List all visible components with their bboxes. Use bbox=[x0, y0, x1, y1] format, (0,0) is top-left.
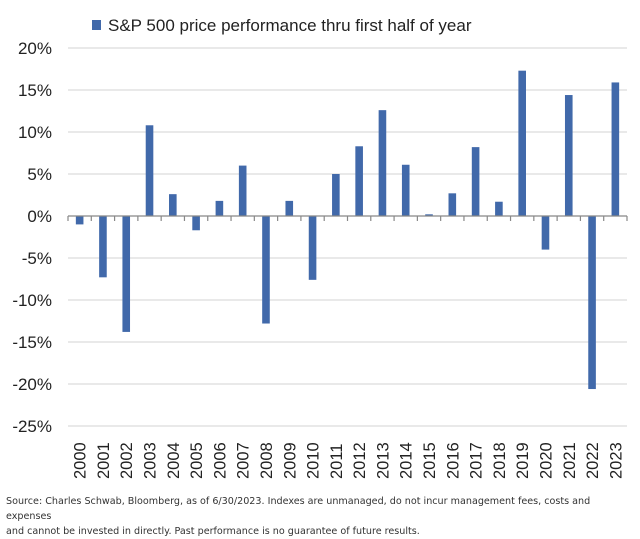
y-tick-label: 20% bbox=[18, 39, 52, 58]
source-note-line-1: Source: Charles Schwab, Bloomberg, as of… bbox=[6, 496, 591, 522]
x-tick-label: 2005 bbox=[188, 442, 206, 479]
legend-swatch bbox=[92, 20, 101, 30]
bar-2002 bbox=[122, 216, 131, 332]
y-tick-label: 5% bbox=[27, 165, 52, 184]
y-tick-label: -5% bbox=[22, 249, 52, 268]
x-tick-label: 2012 bbox=[351, 442, 369, 479]
x-tick-label: 2021 bbox=[561, 442, 579, 479]
bars bbox=[75, 70, 620, 390]
x-tick-label: 2019 bbox=[514, 442, 532, 479]
legend: S&P 500 price performance thru first hal… bbox=[92, 16, 472, 35]
x-axis bbox=[67, 215, 628, 221]
bar-2011 bbox=[332, 174, 340, 216]
x-tick-label: 2002 bbox=[118, 442, 136, 479]
x-tick-label: 2013 bbox=[374, 442, 392, 479]
x-tick-label: 2008 bbox=[258, 442, 276, 479]
x-tick-label: 2006 bbox=[211, 442, 229, 479]
x-tick-label: 2001 bbox=[95, 442, 113, 479]
bar-2010 bbox=[308, 216, 317, 280]
bar-2008 bbox=[262, 216, 270, 324]
x-tick-label: 2011 bbox=[328, 444, 346, 479]
y-tick-label: 15% bbox=[18, 81, 52, 100]
bar-2004 bbox=[169, 194, 177, 216]
x-tick-label: 2020 bbox=[537, 442, 555, 479]
x-tick-label: 2015 bbox=[421, 442, 439, 479]
x-axis-tick-labels: 2000 2001 2002 2003 2004 2005 2006 2007 2008 2009… bbox=[72, 442, 626, 479]
bar-2009 bbox=[285, 200, 294, 216]
bar-2014 bbox=[401, 164, 410, 216]
bar-chart: 20%15%10%5%0%-5%-10%-15%-20%-25% 2000 200… bbox=[12, 16, 628, 479]
x-tick-label: 2017 bbox=[468, 442, 486, 479]
bar-2007 bbox=[238, 165, 247, 216]
legend-label: S&P 500 price performance thru first hal… bbox=[108, 16, 472, 35]
y-tick-label: -15% bbox=[12, 333, 52, 352]
x-tick-label: 2004 bbox=[165, 442, 183, 479]
bar-2021 bbox=[564, 95, 573, 216]
y-tick-label: 0% bbox=[27, 207, 52, 226]
x-tick-label: 2016 bbox=[444, 442, 462, 479]
source-note: Source: Charles Schwab, Bloomberg, as of… bbox=[6, 494, 638, 539]
bar-2018 bbox=[495, 201, 503, 216]
bar-2019 bbox=[518, 70, 526, 217]
bar-2006 bbox=[215, 200, 224, 216]
bar-2012 bbox=[355, 146, 363, 216]
x-tick-label: 2023 bbox=[607, 442, 625, 479]
bar-2023 bbox=[611, 82, 620, 216]
x-tick-label: 2000 bbox=[72, 442, 90, 479]
bar-2013 bbox=[378, 110, 387, 216]
y-tick-label: -20% bbox=[12, 375, 52, 394]
bar-2003 bbox=[145, 125, 154, 216]
x-tick-label: 2009 bbox=[281, 442, 299, 479]
x-tick-label: 2010 bbox=[305, 442, 323, 479]
x-tick-label: 2018 bbox=[491, 442, 509, 479]
x-tick-label: 2007 bbox=[235, 442, 253, 479]
bar-2020 bbox=[541, 216, 550, 250]
x-tick-label: 2003 bbox=[142, 442, 160, 479]
y-tick-label: 10% bbox=[18, 123, 52, 142]
gridlines bbox=[68, 47, 627, 427]
x-tick-label: 2014 bbox=[398, 442, 416, 479]
bar-2001 bbox=[99, 216, 107, 278]
source-note-line-2: and cannot be invested in directly. Past… bbox=[6, 526, 420, 537]
bar-2005 bbox=[192, 216, 200, 231]
bar-2000 bbox=[75, 216, 84, 225]
x-tick-label: 2022 bbox=[584, 442, 602, 479]
y-tick-label: -25% bbox=[12, 417, 52, 436]
bar-2017 bbox=[471, 147, 480, 216]
bar-2015 bbox=[425, 214, 433, 216]
bar-2022 bbox=[588, 216, 596, 390]
y-tick-label: -10% bbox=[12, 291, 52, 310]
y-axis-tick-labels: 20% 15% 10% 5% 0% -5% -10% -15% -20% -25% bbox=[12, 39, 52, 436]
bar-2016 bbox=[448, 193, 457, 216]
